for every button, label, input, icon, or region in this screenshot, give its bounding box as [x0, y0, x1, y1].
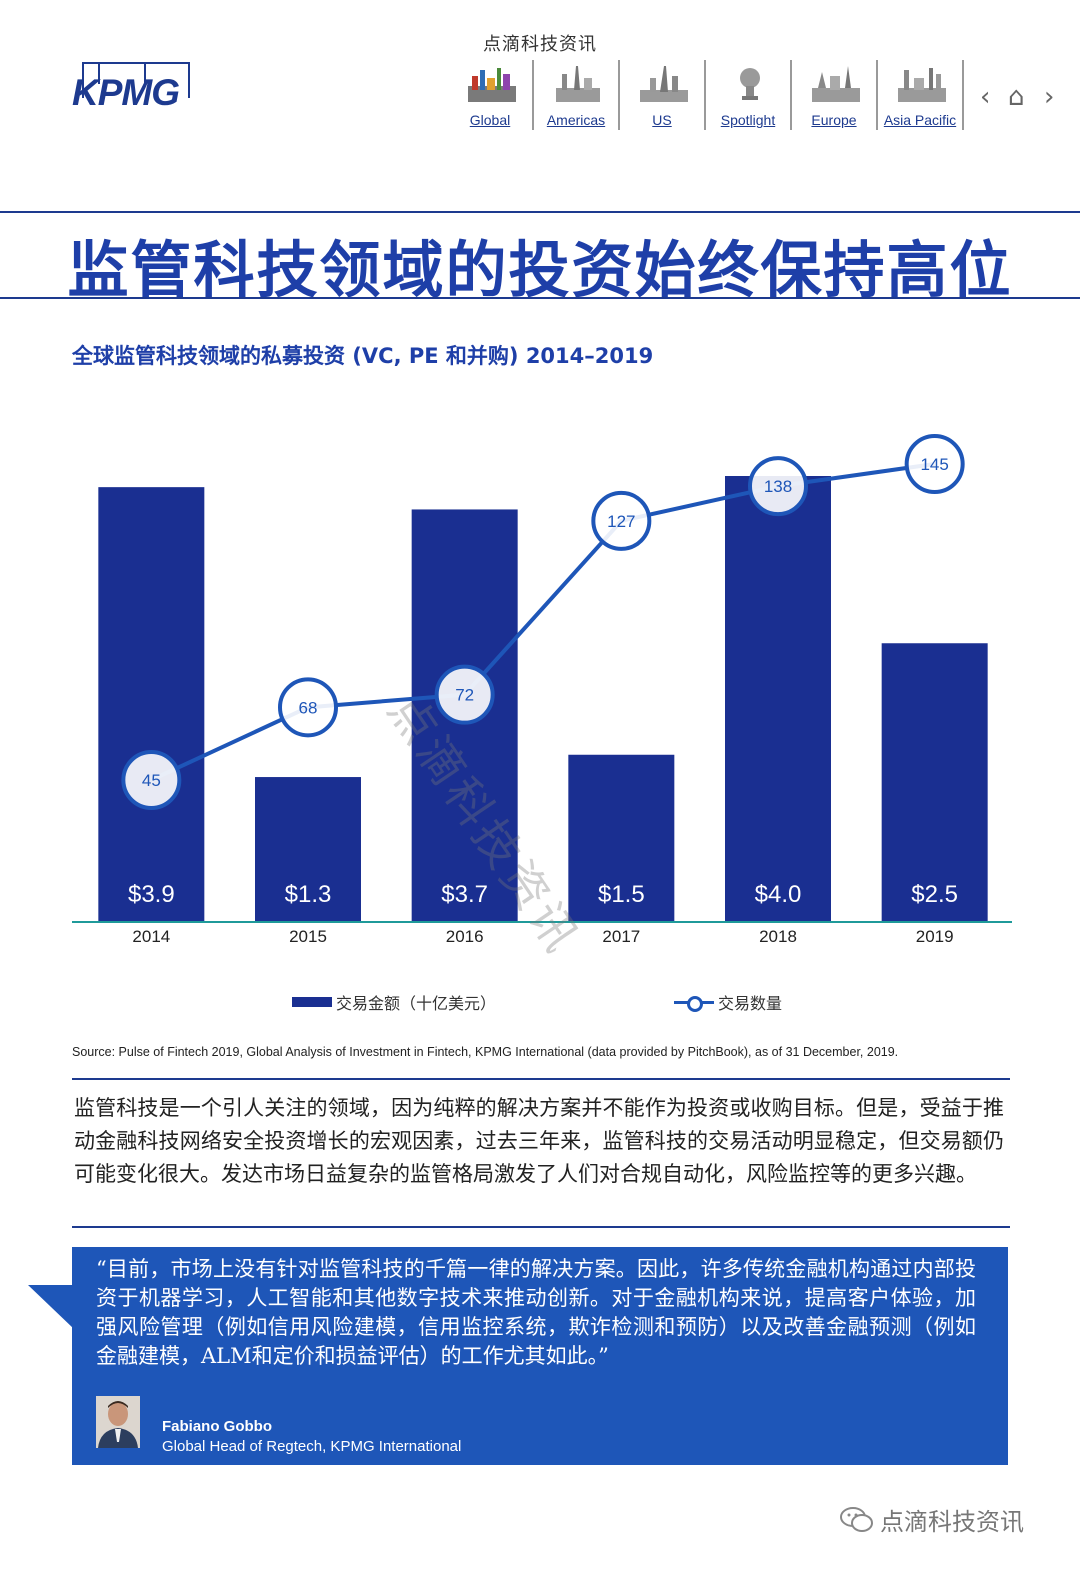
legend-item-bar: 交易金额（十亿美元） — [292, 990, 496, 1014]
nav-item-europe[interactable]: Europe — [792, 60, 878, 130]
deal-count-label: 127 — [607, 512, 635, 531]
us-skyline-icon — [640, 66, 688, 102]
global-skyline-icon — [468, 68, 516, 102]
x-tick-label: 2019 — [916, 927, 954, 946]
quote-pointer — [28, 1285, 74, 1329]
body-paragraph: 监管科技是一个引人关注的领域，因为纯粹的解决方案并不能作为投资或收购目标。但是，… — [74, 1096, 1004, 1186]
next-arrow-icon[interactable]: › — [1044, 82, 1055, 112]
quote-box — [72, 1247, 1008, 1465]
deal-count-point — [121, 750, 182, 810]
spotlight-icon — [740, 68, 760, 100]
top-caption: 点滴科技资讯 — [483, 34, 597, 55]
logo-text: KPMG — [72, 72, 180, 113]
nav-label: Spotlight — [720, 112, 776, 128]
x-tick-label: 2017 — [602, 927, 640, 946]
nav-item-americas[interactable]: Americas — [534, 60, 620, 130]
quote-text: “目前，市场上没有针对监管科技的千篇一律的解决方案。因此，许多传统金融机构通过内… — [96, 1257, 976, 1368]
chart-legend: 交易金额（十亿美元） 交易数量 — [0, 990, 1080, 1016]
deal-count-point — [904, 434, 965, 494]
watermark-footer: 点滴科技资讯 — [840, 1502, 1024, 1537]
deal-count-label: 145 — [920, 455, 948, 474]
nav-item-global[interactable]: Global — [448, 60, 534, 130]
chart-title: 全球监管科技领域的私募投资 (VC, PE 和并购) 2014–2019 — [72, 344, 654, 368]
bar — [568, 754, 675, 922]
kpmg-logo[interactable]: KPMG — [72, 62, 190, 114]
title-rule-bottom — [0, 297, 1080, 299]
deal-count-point — [434, 664, 495, 725]
deal-count-point — [748, 456, 808, 517]
investment-chart: $3.9 2014 $1.3 2015 $3.7 2016 $1.5 2017 $4.0 2018… — [72, 434, 1012, 946]
bar — [881, 643, 988, 922]
bar-value-label: $2.5 — [911, 881, 958, 908]
nav-arrows: ‹ ⌂ › — [980, 82, 1064, 114]
asia-pacific-skyline-icon — [898, 68, 946, 102]
deal-count-point — [278, 677, 338, 738]
wechat-icon — [840, 1506, 873, 1532]
x-tick-label: 2016 — [446, 927, 484, 946]
legend-line-label: 交易数量 — [718, 994, 783, 1013]
bar-value-label: $3.9 — [128, 881, 175, 908]
home-icon[interactable]: ⌂ — [1008, 82, 1025, 112]
legend-bar-swatch — [292, 997, 332, 1007]
author-avatar — [96, 1396, 140, 1448]
author-role: Global Head of Regtech, KPMG Internation… — [162, 1438, 462, 1455]
title-rule-top — [0, 211, 1080, 213]
nav-label: Global — [469, 112, 511, 128]
deal-count-point — [591, 490, 652, 551]
nav-item-asia-pacific[interactable]: Asia Pacific — [878, 60, 964, 130]
bar — [255, 777, 361, 922]
x-tick-label: 2014 — [132, 927, 170, 946]
deal-count-label: 45 — [142, 771, 161, 790]
bar-value-label: $1.5 — [598, 881, 645, 908]
watermark-footer-text: 点滴科技资讯 — [880, 1508, 1024, 1536]
bar-value-label: $1.3 — [285, 881, 332, 908]
bar-value-label: $4.0 — [755, 881, 802, 908]
author-name: Fabiano Gobbo — [162, 1418, 272, 1435]
x-tick-label: 2018 — [759, 927, 797, 946]
deal-count-label: 138 — [764, 477, 792, 496]
deal-count-label: 68 — [299, 698, 318, 717]
nav-label: Europe — [811, 112, 857, 128]
nav-label: Asia Pacific — [883, 112, 957, 128]
legend-item-line: 交易数量 — [674, 990, 782, 1014]
nav-label: US — [652, 112, 672, 128]
body-rule-top — [72, 1078, 1010, 1080]
page-title: 监管科技领域的投资始终保持高位 — [67, 235, 1013, 306]
bar — [98, 487, 205, 922]
body-rule-bottom — [72, 1226, 1010, 1228]
source-note: Source: Pulse of Fintech 2019, Global An… — [72, 1045, 899, 1059]
x-tick-label: 2015 — [289, 927, 327, 946]
nav-label: Americas — [546, 112, 606, 128]
bar — [725, 476, 831, 922]
legend-line-swatch — [674, 995, 714, 1012]
europe-skyline-icon — [812, 66, 860, 102]
deal-count-label: 72 — [455, 686, 474, 705]
region-nav: Global Americas US Spotlight Europe — [448, 60, 964, 130]
nav-item-spotlight[interactable]: Spotlight — [706, 60, 792, 130]
legend-bar-label: 交易金额（十亿美元） — [336, 994, 497, 1013]
americas-skyline-icon — [556, 66, 600, 102]
prev-arrow-icon[interactable]: ‹ — [980, 82, 991, 112]
bar-value-label: $3.7 — [441, 881, 488, 908]
nav-item-us[interactable]: US — [620, 60, 706, 130]
